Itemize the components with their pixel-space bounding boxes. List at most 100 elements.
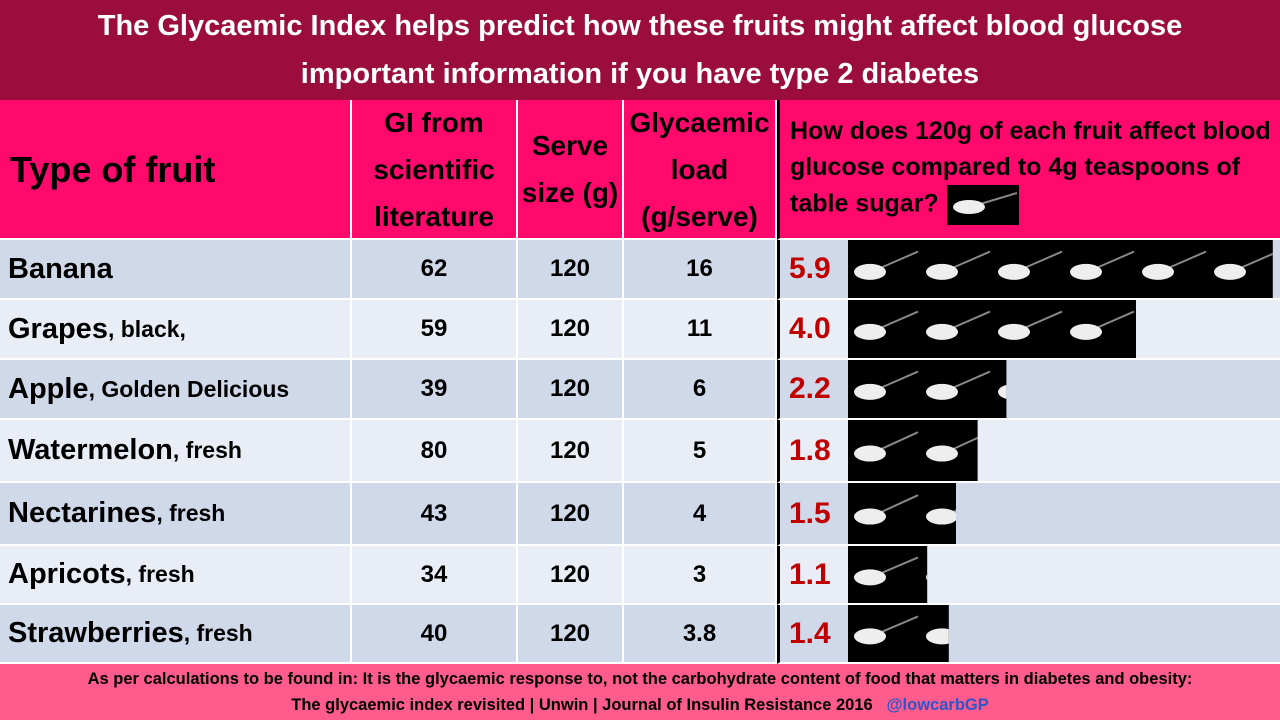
gi-cell: 34 xyxy=(352,546,518,605)
fruit-cell: Strawberries, fresh xyxy=(0,605,352,664)
spoon-row xyxy=(848,546,990,603)
sugar xyxy=(952,200,985,214)
teaspoon-cell: 1.5 xyxy=(777,483,1280,546)
fruit-cell: Banana xyxy=(0,240,352,300)
load-cell: 3.8 xyxy=(624,605,777,664)
spoon-icon xyxy=(946,185,1019,225)
load-cell: 5 xyxy=(624,420,777,483)
spoon xyxy=(848,300,920,358)
teaspoon-cell: 4.0 xyxy=(777,300,1280,360)
spoon-handle xyxy=(949,436,978,452)
spoon-handle xyxy=(877,431,919,452)
spoon xyxy=(920,483,956,544)
gi-cell: 80 xyxy=(352,420,518,483)
spoon xyxy=(920,360,992,418)
spoon-handle xyxy=(1022,372,1062,389)
serve-cell: 120 xyxy=(518,300,624,360)
footer-handle: @lowcarbGP xyxy=(886,696,989,714)
teaspoon-value: 5.9 xyxy=(789,252,831,285)
fruit-detail: , fresh xyxy=(156,500,226,526)
fruit-detail: , fresh xyxy=(125,561,195,587)
fruit-detail: , Golden Delicious xyxy=(88,375,290,402)
spoon-row xyxy=(848,360,1062,418)
header-cell: How does 120g of each fruit affect blood… xyxy=(777,100,1280,240)
spoon xyxy=(992,300,1064,358)
sugar xyxy=(1070,263,1102,280)
teaspoon-cell: 5.9 xyxy=(777,240,1280,300)
spoon xyxy=(1136,240,1208,298)
fruit-cell: Grapes, black, xyxy=(0,300,352,360)
spoon xyxy=(1208,240,1273,298)
fruit-cell: Watermelon, fresh xyxy=(0,420,352,483)
spoon xyxy=(848,240,920,298)
spoon xyxy=(992,360,1062,418)
spoon-handle xyxy=(1093,310,1135,330)
header-text: Serve size (g) xyxy=(521,130,619,208)
sugar xyxy=(854,508,886,525)
spoon-handle xyxy=(1021,250,1063,270)
serve-cell: 120 xyxy=(518,605,624,664)
header-cell: Serve size (g) xyxy=(518,100,624,240)
title-band: The Glycaemic Index helps predict how th… xyxy=(0,0,1280,100)
fruit-name: Strawberries xyxy=(8,617,184,649)
header-cell: Glycaemic load (g/serve) xyxy=(624,100,777,240)
sugar xyxy=(854,323,886,340)
spoon-row xyxy=(848,483,956,544)
load-cell: 6 xyxy=(624,360,777,420)
header-cell: GI from scientific literature xyxy=(352,100,518,240)
teaspoon-value: 1.4 xyxy=(789,616,831,650)
load-cell: 3 xyxy=(624,546,777,605)
load-cell: 11 xyxy=(624,300,777,360)
teaspoon-value: 4.0 xyxy=(789,312,831,345)
header-text: Type of fruit xyxy=(10,148,216,190)
fruit-name: Watermelon xyxy=(8,434,173,466)
spoon xyxy=(848,483,920,544)
footer: As per calculations to be found in: It i… xyxy=(0,664,1280,720)
sugar xyxy=(926,445,958,462)
load-cell: 4 xyxy=(624,483,777,546)
sugar xyxy=(926,263,958,280)
spoon-handle xyxy=(877,494,919,515)
spoon xyxy=(848,605,920,662)
spoon xyxy=(920,420,978,481)
spoon xyxy=(920,240,992,298)
sugar xyxy=(1070,323,1102,340)
fruit-detail: , black, xyxy=(107,315,186,342)
teaspoon-value: 2.2 xyxy=(789,372,831,405)
sugar xyxy=(998,263,1030,280)
sugar xyxy=(854,628,886,645)
spoon-handle xyxy=(949,310,991,330)
spoon-row xyxy=(848,420,978,481)
spoon-handle xyxy=(1237,252,1273,270)
gi-cell: 59 xyxy=(352,300,518,360)
spoon xyxy=(848,360,920,418)
sugar xyxy=(926,628,949,645)
sugar xyxy=(926,508,956,525)
spoon-handle xyxy=(877,556,919,576)
footer-line: The glycaemic index revisited | Unwin | … xyxy=(0,692,1280,718)
fruit-cell: Apricots, fresh xyxy=(0,546,352,605)
spoon-handle xyxy=(950,557,990,574)
teaspoon-cell: 1.1 xyxy=(777,546,1280,605)
sugar xyxy=(998,323,1030,340)
spoon-row xyxy=(848,605,949,662)
gi-cell: 39 xyxy=(352,360,518,420)
sugar xyxy=(854,569,886,586)
sugar xyxy=(1214,263,1246,280)
spoon xyxy=(920,300,992,358)
sugar xyxy=(854,383,886,400)
spoon-row xyxy=(848,240,1273,298)
header-text: Glycaemic load (g/serve) xyxy=(629,106,770,232)
spoon xyxy=(1064,240,1136,298)
sugar xyxy=(854,445,886,462)
serve-cell: 120 xyxy=(518,546,624,605)
spoon xyxy=(1064,300,1136,358)
serve-cell: 120 xyxy=(518,360,624,420)
fruit-name: Apricots xyxy=(8,558,126,590)
spoon xyxy=(920,605,949,662)
sugar xyxy=(926,323,958,340)
spoon-handle xyxy=(1093,250,1135,270)
teaspoon-value: 1.1 xyxy=(789,557,831,591)
serve-cell: 120 xyxy=(518,483,624,546)
